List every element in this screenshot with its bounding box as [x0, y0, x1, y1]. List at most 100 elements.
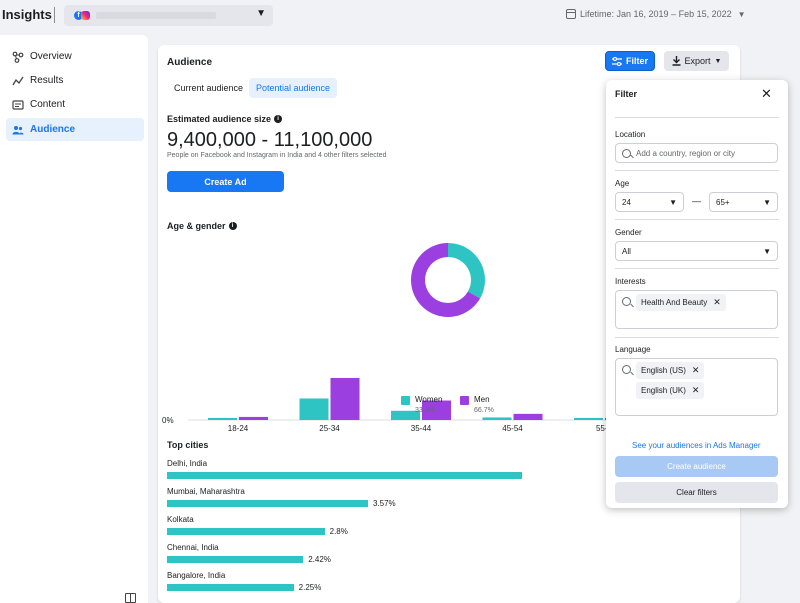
- city-name: Chennai, India: [167, 543, 219, 552]
- export-button[interactable]: Export ▼: [664, 51, 729, 71]
- search-icon: [622, 148, 631, 158]
- interests-label: Interests: [615, 277, 646, 286]
- donut-slice-women: [448, 243, 486, 299]
- location-placeholder: Add a country, region or city: [636, 148, 736, 158]
- tab-potential-audience[interactable]: Potential audience: [249, 78, 338, 98]
- audience-size-heading: Estimated audience size i: [167, 114, 283, 124]
- results-icon: [12, 76, 24, 85]
- date-range-label: Lifetime: Jan 16, 2019 – Feb 15, 2022: [580, 9, 732, 19]
- x-tick-label: 25-34: [319, 424, 340, 433]
- filter-panel-title: Filter: [615, 89, 638, 99]
- bar-women-25-34: [299, 398, 329, 420]
- bar-men-35-44: [422, 400, 451, 420]
- top-cities-heading: Top cities: [167, 440, 209, 450]
- donut-slice-men: [411, 243, 481, 317]
- age-gender-label: Age & gender: [167, 221, 226, 231]
- x-tick-label: 55-6: [596, 424, 613, 433]
- legend-pct-men: 66.7%: [474, 407, 494, 414]
- x-tick-label: 35-44: [411, 424, 432, 433]
- search-icon: [622, 297, 631, 306]
- sidebar-item-results[interactable]: Results: [6, 69, 144, 92]
- interest-chip: Health And Beauty ✕: [636, 294, 726, 311]
- caret-down-icon: ▼: [763, 197, 771, 207]
- top-bar: Insights f ▼ Lifetime: Jan 16, 2019 – Fe…: [0, 0, 800, 32]
- instagram-icon: [81, 11, 90, 20]
- sidebar: Overview Results Content Audience: [0, 35, 148, 603]
- caret-down-icon: ▼: [763, 246, 771, 256]
- age-max-select[interactable]: 65+ ▼: [709, 192, 778, 212]
- y-axis-zero-label: 0%: [162, 416, 174, 425]
- facebook-icon: f: [74, 11, 83, 20]
- date-range-selector[interactable]: Lifetime: Jan 16, 2019 – Feb 15, 2022 ▼: [566, 9, 746, 19]
- city-pct-label: 3.57%: [372, 499, 396, 508]
- legend-label-men: Men: [474, 395, 490, 404]
- calendar-icon: [566, 9, 576, 19]
- city-name: Delhi, India: [167, 459, 208, 468]
- export-button-label: Export: [684, 56, 711, 66]
- age-gender-chart: 0% 18-24 25-34 35-44 45-54 55-6: [162, 243, 634, 433]
- city-name: Kolkata: [167, 515, 194, 524]
- sidebar-item-overview[interactable]: Overview: [6, 45, 144, 68]
- caret-down-icon: ▼: [256, 8, 266, 19]
- content-icon: [12, 99, 24, 110]
- account-logos: f: [70, 9, 92, 22]
- divider: [615, 268, 779, 269]
- interest-chip-label: Health And Beauty: [641, 298, 708, 307]
- divider: [615, 170, 779, 171]
- collapse-sidebar-icon[interactable]: [125, 593, 136, 603]
- clear-filters-button[interactable]: Clear filters: [615, 482, 778, 503]
- bar-men-25-34: [330, 377, 360, 420]
- caret-down-icon: ▼: [714, 57, 722, 65]
- city-pct-label: 2.42%: [308, 555, 331, 564]
- create-ad-button[interactable]: Create Ad: [167, 171, 284, 192]
- divider: [615, 117, 779, 118]
- x-tick-label: 18-24: [228, 424, 249, 433]
- bar-women-55-64: [574, 417, 603, 420]
- page-title: Audience: [167, 57, 213, 68]
- gender-label: Gender: [615, 228, 642, 237]
- create-audience-button[interactable]: Create audience: [615, 456, 778, 477]
- gender-select[interactable]: All ▼: [615, 241, 778, 261]
- language-input[interactable]: English (US) ✕ English (UK) ✕: [615, 358, 778, 416]
- bar-men-45-54: [513, 413, 543, 420]
- language-chip-label: English (US): [641, 366, 686, 375]
- age-min-select[interactable]: 24 ▼: [615, 192, 684, 212]
- legend-swatch-men: [460, 396, 469, 405]
- city-name: Bangalore, India: [167, 571, 226, 580]
- bar-women-45-54: [482, 417, 512, 420]
- audience-size-note: People on Facebook and Instagram in Indi…: [167, 152, 387, 159]
- account-name-redacted: [96, 12, 216, 19]
- sidebar-item-label: Results: [30, 75, 64, 86]
- info-icon[interactable]: i: [274, 115, 283, 123]
- close-icon[interactable]: ✕: [761, 86, 772, 101]
- audience-icon: [12, 125, 24, 134]
- bar-women-18-24: [208, 417, 237, 420]
- age-separator: —: [692, 196, 701, 206]
- sidebar-item-audience[interactable]: Audience: [6, 118, 144, 141]
- sidebar-item-label: Content: [30, 99, 66, 110]
- language-chip-label: English (UK): [641, 386, 686, 395]
- gender-value: All: [622, 246, 631, 256]
- age-label: Age: [615, 179, 630, 188]
- search-icon: [622, 365, 631, 374]
- sidebar-item-content[interactable]: Content: [6, 93, 144, 116]
- remove-chip-icon[interactable]: ✕: [713, 297, 721, 307]
- app-title: Insights: [2, 7, 52, 22]
- location-label: Location: [615, 130, 646, 139]
- info-icon[interactable]: i: [228, 222, 237, 230]
- interests-input[interactable]: Health And Beauty ✕: [615, 290, 778, 329]
- age-gender-heading: Age & gender i: [167, 221, 237, 231]
- caret-down-icon: ▼: [669, 197, 677, 207]
- audience-size-label: Estimated audience size: [167, 114, 272, 124]
- filter-button[interactable]: Filter: [605, 51, 655, 71]
- ads-manager-link[interactable]: See your audiences in Ads Manager: [632, 441, 761, 450]
- remove-chip-icon[interactable]: ✕: [691, 385, 700, 395]
- overview-icon: [12, 51, 24, 63]
- tab-current-audience[interactable]: Current audience: [174, 83, 244, 93]
- remove-chip-icon[interactable]: ✕: [691, 365, 700, 375]
- sidebar-item-label: Audience: [30, 124, 76, 135]
- account-selector[interactable]: f ▼: [64, 5, 273, 26]
- language-chip: English (US) ✕: [636, 362, 705, 379]
- audience-size-value: 9,400,000 - 11,100,000: [167, 129, 373, 151]
- location-search-input[interactable]: Add a country, region or city: [615, 143, 778, 163]
